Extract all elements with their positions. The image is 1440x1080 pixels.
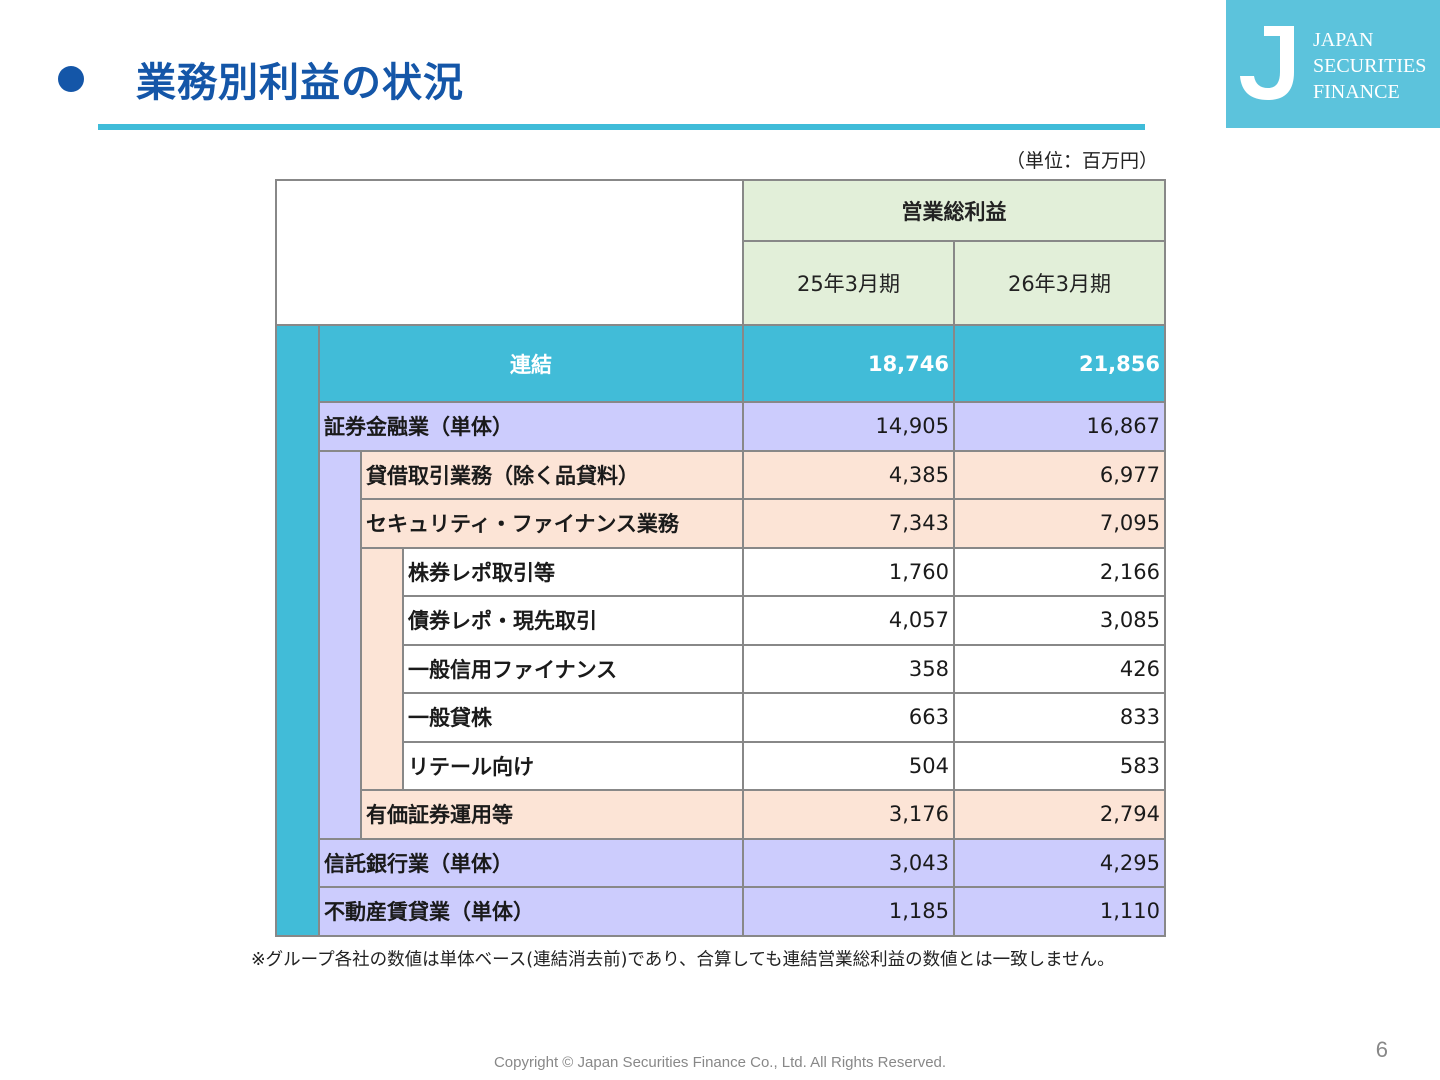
page-number: 6 xyxy=(1375,1037,1388,1062)
total-label: 連結 xyxy=(318,324,744,403)
period-header: 26年3月期 xyxy=(953,240,1166,326)
row-value: 2,794 xyxy=(953,789,1166,840)
row-value: 4,385 xyxy=(742,449,955,500)
row-value: 1,185 xyxy=(742,886,955,937)
row-value: 1,110 xyxy=(953,886,1166,937)
row-value: 1,760 xyxy=(742,546,955,597)
table-row: 債券レポ・現先取引 4,057 3,085 xyxy=(276,595,1166,646)
logo-line: JAPAN xyxy=(1313,29,1374,51)
row-value: 7,343 xyxy=(742,498,955,549)
row-label: 株券レポ取引等 xyxy=(402,546,744,597)
table-row: 一般貸株 663 833 xyxy=(276,692,1166,743)
row-value: 2,166 xyxy=(953,546,1166,597)
row-label: 貸借取引業務（除く品貸料） xyxy=(360,449,744,500)
row-label: 不動産賃貸業（単体） xyxy=(318,886,744,937)
row-value: 7,095 xyxy=(953,498,1166,549)
row-value: 6,977 xyxy=(953,449,1166,500)
row-label: 信託銀行業（単体） xyxy=(318,837,744,888)
logo-line: FINANCE xyxy=(1313,81,1400,103)
unit-note: （単位：百万円） xyxy=(1005,150,1158,172)
row-value: 4,295 xyxy=(953,837,1166,888)
title-underline xyxy=(98,124,1145,130)
table-row: 貸借取引業務（除く品貸料） 4,385 6,977 xyxy=(276,449,1166,840)
table-row: 証券金融業（単体） 14,905 16,867 xyxy=(276,401,1166,452)
segment-profit-table: 営業総利益 25年3月期 26年3月期 連結 18,746 21,856 証券金… xyxy=(275,179,1166,937)
row-value: 3,043 xyxy=(742,837,955,888)
copyright: Copyright © Japan Securities Finance Co.… xyxy=(493,1054,947,1071)
title-bullet xyxy=(58,66,84,92)
row-label: 債券レポ・現先取引 xyxy=(402,595,744,646)
row-label: セキュリティ・ファイナンス業務 xyxy=(360,498,744,549)
row-value: 663 xyxy=(742,692,955,743)
row-value: 358 xyxy=(742,643,955,694)
footnote: ※グループ各社の数値は単体ベース(連結消去前)であり、合算しても連結営業総利益の… xyxy=(251,950,1115,970)
row-value: 504 xyxy=(742,740,955,791)
row-value: 14,905 xyxy=(742,401,955,452)
table-row: 株券レポ取引等 1,760 2,166 xyxy=(276,546,1166,791)
row-label: 一般貸株 xyxy=(402,692,744,743)
total-indent-bar xyxy=(275,324,320,937)
business-indent-bar xyxy=(360,546,404,791)
table-row: 有価証券運用等 3,176 2,794 xyxy=(276,789,1166,840)
row-value: 3,085 xyxy=(953,595,1166,646)
row-value: 16,867 xyxy=(953,401,1166,452)
row-value: 426 xyxy=(953,643,1166,694)
j-logo-icon xyxy=(1240,26,1294,100)
group-header: 営業総利益 xyxy=(742,179,1166,242)
table-row: 不動産賃貸業（単体） 1,185 1,110 xyxy=(276,886,1166,937)
segment-indent-bar xyxy=(318,449,362,840)
period-header: 25年3月期 xyxy=(742,240,955,326)
total-value: 18,746 xyxy=(742,324,955,403)
row-label: 証券金融業（単体） xyxy=(318,401,744,452)
row-label: 一般信用ファイナンス xyxy=(402,643,744,694)
company-logo: JAPAN SECURITIES FINANCE xyxy=(1226,0,1440,128)
row-value: 4,057 xyxy=(742,595,955,646)
logo-line: SECURITIES xyxy=(1313,55,1427,77)
header-blank-cell xyxy=(275,179,744,326)
table-row: 一般信用ファイナンス 358 426 xyxy=(276,643,1166,694)
row-value: 583 xyxy=(953,740,1166,791)
table-row: セキュリティ・ファイナンス業務 7,343 7,095 xyxy=(276,498,1166,549)
row-value: 833 xyxy=(953,692,1166,743)
row-label: 有価証券運用等 xyxy=(360,789,744,840)
table-row: リテール向け 504 583 xyxy=(276,740,1166,791)
row-value: 3,176 xyxy=(742,789,955,840)
logo-wordmark: JAPAN SECURITIES FINANCE xyxy=(1313,27,1426,105)
total-value: 21,856 xyxy=(953,324,1166,403)
row-label: リテール向け xyxy=(402,740,744,791)
page-title: 業務別利益の状況 xyxy=(136,60,464,106)
table-row: 信託銀行業（単体） 3,043 4,295 xyxy=(276,837,1166,888)
